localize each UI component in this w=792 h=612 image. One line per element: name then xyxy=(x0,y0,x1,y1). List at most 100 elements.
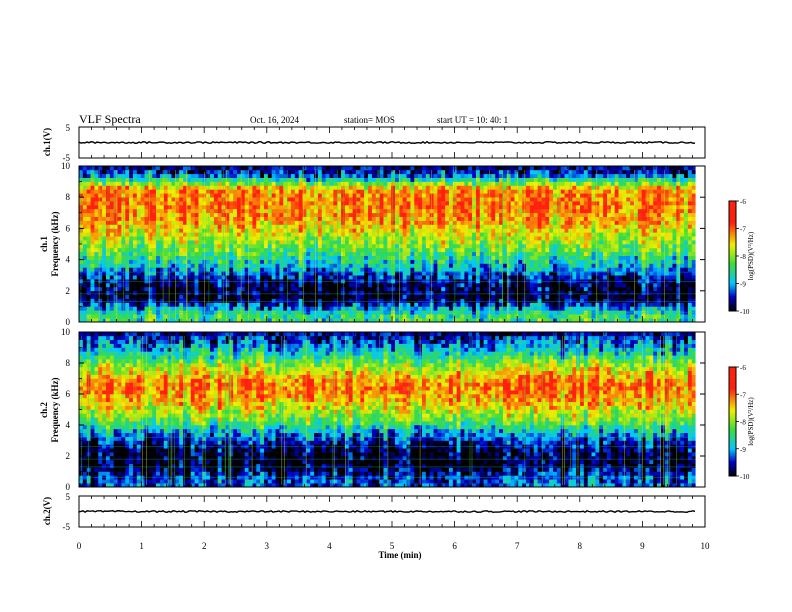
spectrogram-cell xyxy=(529,294,535,299)
spectrogram-cell xyxy=(387,169,392,175)
spectrogram-cell xyxy=(294,181,299,186)
spectrogram-cell xyxy=(252,208,257,214)
spectrogram-cell xyxy=(256,263,261,268)
spectrogram-cell xyxy=(448,228,454,233)
spectrogram-cell xyxy=(356,193,361,198)
spectrogram-cell xyxy=(537,173,542,178)
spectrogram-cell xyxy=(352,251,357,256)
spectrogram-cell xyxy=(314,197,319,202)
spectrogram-cell xyxy=(348,267,353,272)
spectrogram-cell xyxy=(186,169,192,175)
spectrogram-cell xyxy=(383,201,388,206)
spectrogram-cell xyxy=(368,169,373,175)
spectrogram-cell xyxy=(256,267,261,272)
spectrogram-cell xyxy=(418,314,423,319)
spectrogram-cell xyxy=(267,267,272,272)
spectrogram-cell xyxy=(102,220,107,225)
spectrogram-cell xyxy=(475,173,481,178)
spectrogram-cell xyxy=(136,286,141,292)
spectrogram-cell xyxy=(533,177,538,182)
spectrogram-cell xyxy=(148,173,153,178)
spectrogram-cell xyxy=(433,208,438,214)
spectrogram-cell xyxy=(237,259,242,264)
spectrogram-cell xyxy=(190,189,195,194)
spectrogram-cell xyxy=(479,169,484,175)
spectrogram-cell xyxy=(344,259,350,264)
spectrogram-cell xyxy=(252,232,257,237)
spectrogram-cell xyxy=(437,255,442,260)
spectrogram-cell xyxy=(502,306,508,311)
spectrogram-cell xyxy=(256,271,261,276)
spectrogram-cell xyxy=(514,302,519,307)
spectrogram-cell xyxy=(553,283,558,288)
spectrogram-cell xyxy=(391,294,396,299)
spectrogram-cell xyxy=(102,302,107,307)
spectrogram-cell xyxy=(475,205,481,210)
spectrogram-cell xyxy=(406,251,411,256)
spectrogram-cell xyxy=(510,286,515,292)
spectrogram-cell xyxy=(290,298,296,303)
spectrogram-cell xyxy=(290,173,296,178)
spectrogram-cell xyxy=(225,298,230,303)
spectrogram-cell xyxy=(117,286,122,292)
spectrogram-cell xyxy=(468,286,473,292)
spectrogram-cell xyxy=(179,205,184,210)
spectrogram-cell xyxy=(371,193,377,198)
spectrogram-cell xyxy=(163,267,168,272)
spectrogram-cell xyxy=(502,302,508,307)
spectrogram-cell xyxy=(472,189,477,194)
spectrogram-cell xyxy=(499,189,504,194)
spectrogram-cell xyxy=(237,298,242,303)
spectrogram-cell xyxy=(132,197,138,202)
spectrogram-cell xyxy=(144,197,149,202)
spectrogram-cell xyxy=(306,189,311,194)
spectrogram-cell xyxy=(379,232,384,237)
spectrogram-cell xyxy=(310,232,315,237)
spectrogram-cell xyxy=(210,247,215,253)
spectrogram-cell xyxy=(472,247,477,253)
spectrogram-cell xyxy=(287,240,292,245)
spectrogram-cell xyxy=(337,205,342,210)
spectrogram-cell xyxy=(360,251,365,256)
spectrogram-cell xyxy=(448,251,454,256)
spectrogram-cell xyxy=(190,224,195,229)
spectrogram-cell xyxy=(194,271,199,276)
spectrogram-cell xyxy=(140,294,145,299)
spectrogram-cell xyxy=(537,205,542,210)
spectrogram-cell xyxy=(333,173,338,178)
spectrogram-cell xyxy=(194,290,199,295)
spectrogram-cell xyxy=(156,240,161,245)
spectrogram-cell xyxy=(383,216,388,221)
spectrogram-cell xyxy=(445,224,450,229)
spectrogram-cell xyxy=(163,251,168,256)
spectrogram-cell xyxy=(194,255,199,260)
spectrogram-cell xyxy=(468,189,473,194)
spectrogram-cell xyxy=(248,283,253,288)
spectrogram-cell xyxy=(533,220,538,225)
spectrogram-cell xyxy=(129,244,134,249)
spectrogram-cell xyxy=(425,251,430,256)
spectrogram-cell xyxy=(260,236,265,241)
spectrogram-cell xyxy=(298,240,303,245)
spectrogram-cell xyxy=(529,318,535,323)
spectrogram-cell xyxy=(545,294,550,299)
spectrogram-cell xyxy=(549,271,554,276)
spectrogram-cell xyxy=(495,216,500,221)
spectrogram-cell xyxy=(437,263,442,268)
spectrogram-cell xyxy=(302,232,307,237)
spectrogram-cell xyxy=(82,224,87,229)
spectrogram-cell xyxy=(421,220,427,225)
spectrogram-cell xyxy=(418,290,423,295)
spectrogram-cell xyxy=(518,212,523,217)
spectrogram-cell xyxy=(252,306,257,311)
spectrogram-cell xyxy=(356,201,361,206)
spectrogram-cell xyxy=(206,259,211,264)
spectrogram-cell xyxy=(460,283,465,288)
spectrogram-cell xyxy=(499,236,504,241)
spectrogram-cell xyxy=(553,294,558,299)
spectrogram-cell xyxy=(237,173,242,178)
spectrogram-cell xyxy=(387,306,392,311)
spectrogram-cell xyxy=(491,236,496,241)
spectrogram-cell xyxy=(237,224,242,229)
